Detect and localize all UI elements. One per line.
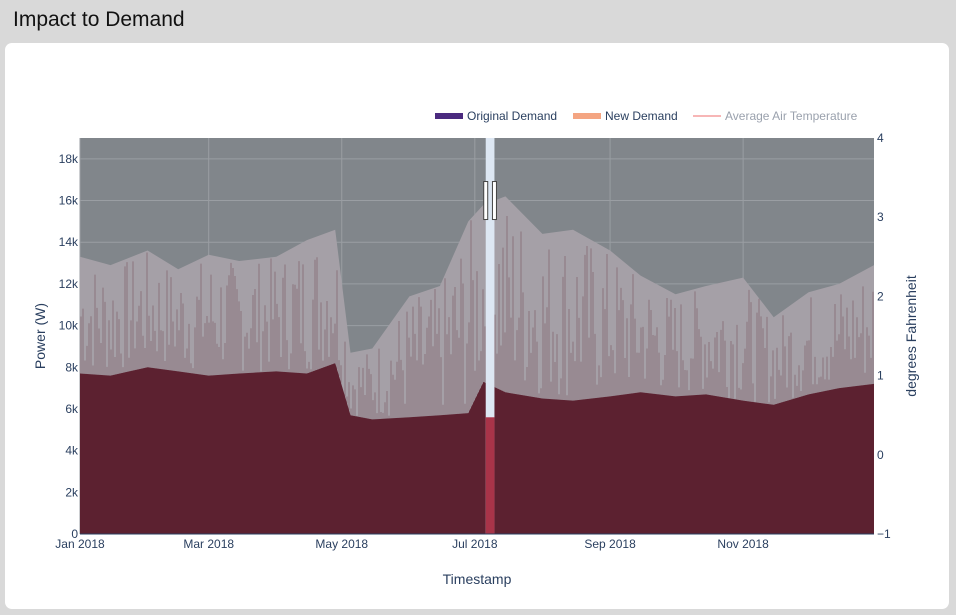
legend-item: New Demand bbox=[573, 109, 678, 123]
new-demand-overlay bbox=[486, 138, 495, 417]
y-tick-label: 14k bbox=[59, 235, 79, 249]
demand-spikes bbox=[80, 209, 874, 420]
x-axis-title: Timestamp bbox=[443, 571, 512, 587]
y-axis-title: Power (W) bbox=[32, 303, 48, 369]
x-tick-label: Nov 2018 bbox=[717, 537, 769, 551]
y-tick-label: 6k bbox=[65, 402, 79, 416]
y-tick-label: 10k bbox=[59, 319, 79, 333]
x-tick-label: Jan 2018 bbox=[55, 537, 105, 551]
highlight-band bbox=[485, 138, 495, 534]
y2-tick-label: −1 bbox=[877, 527, 891, 541]
legend-label: New Demand bbox=[605, 109, 678, 123]
axes: 0 2k 4k 6k 8k 10k 12k 14k 16k 18k Jan 2018 Mar 2018… bbox=[55, 131, 891, 551]
range-handle bbox=[483, 181, 489, 221]
demand-chart: 0 2k 4k 6k 8k 10k 12k 14k 16k 18k Jan 2018 Mar 2018… bbox=[32, 109, 919, 587]
chart-card: 0 2k 4k 6k 8k 10k 12k 14k 16k 18k Jan 2018 Mar 2018… bbox=[5, 43, 949, 609]
legend-label: Original Demand bbox=[467, 109, 557, 123]
y-tick-label: 4k bbox=[65, 444, 79, 458]
legend-item: Average Air Temperature bbox=[693, 109, 858, 123]
y-tick-label: 18k bbox=[59, 152, 79, 166]
legend: Original Demand New Demand Average Air Tem… bbox=[435, 109, 858, 123]
y-tick-label: 12k bbox=[59, 277, 79, 291]
x-tick-label: Sep 2018 bbox=[584, 537, 636, 551]
y-tick-label: 2k bbox=[65, 485, 79, 499]
data-layer bbox=[80, 196, 874, 534]
y-tick-label: 8k bbox=[65, 360, 79, 374]
new-demand-bar bbox=[485, 417, 495, 534]
y2-tick-label: 4 bbox=[877, 131, 884, 145]
y-tick-label: 16k bbox=[59, 194, 79, 208]
legend-swatch bbox=[435, 113, 463, 119]
y2-tick-label: 1 bbox=[877, 369, 884, 383]
y2-axis-title: degrees Fahrenheit bbox=[903, 275, 919, 397]
x-tick-label: Mar 2018 bbox=[183, 537, 234, 551]
legend-item: Original Demand bbox=[435, 109, 557, 123]
y2-tick-label: 0 bbox=[877, 448, 884, 462]
original-demand-base-area bbox=[80, 363, 874, 534]
page-title: Impact to Demand bbox=[13, 8, 185, 31]
y-tick-label: 0 bbox=[71, 527, 78, 541]
x-tick-label: Jul 2018 bbox=[452, 537, 498, 551]
legend-label: Average Air Temperature bbox=[725, 109, 858, 123]
legend-swatch bbox=[573, 113, 601, 119]
x-tick-label: May 2018 bbox=[315, 537, 368, 551]
y2-tick-label: 2 bbox=[877, 289, 884, 303]
highlight-layer bbox=[483, 138, 497, 534]
range-handle bbox=[491, 181, 497, 221]
y2-tick-label: 3 bbox=[877, 210, 884, 224]
